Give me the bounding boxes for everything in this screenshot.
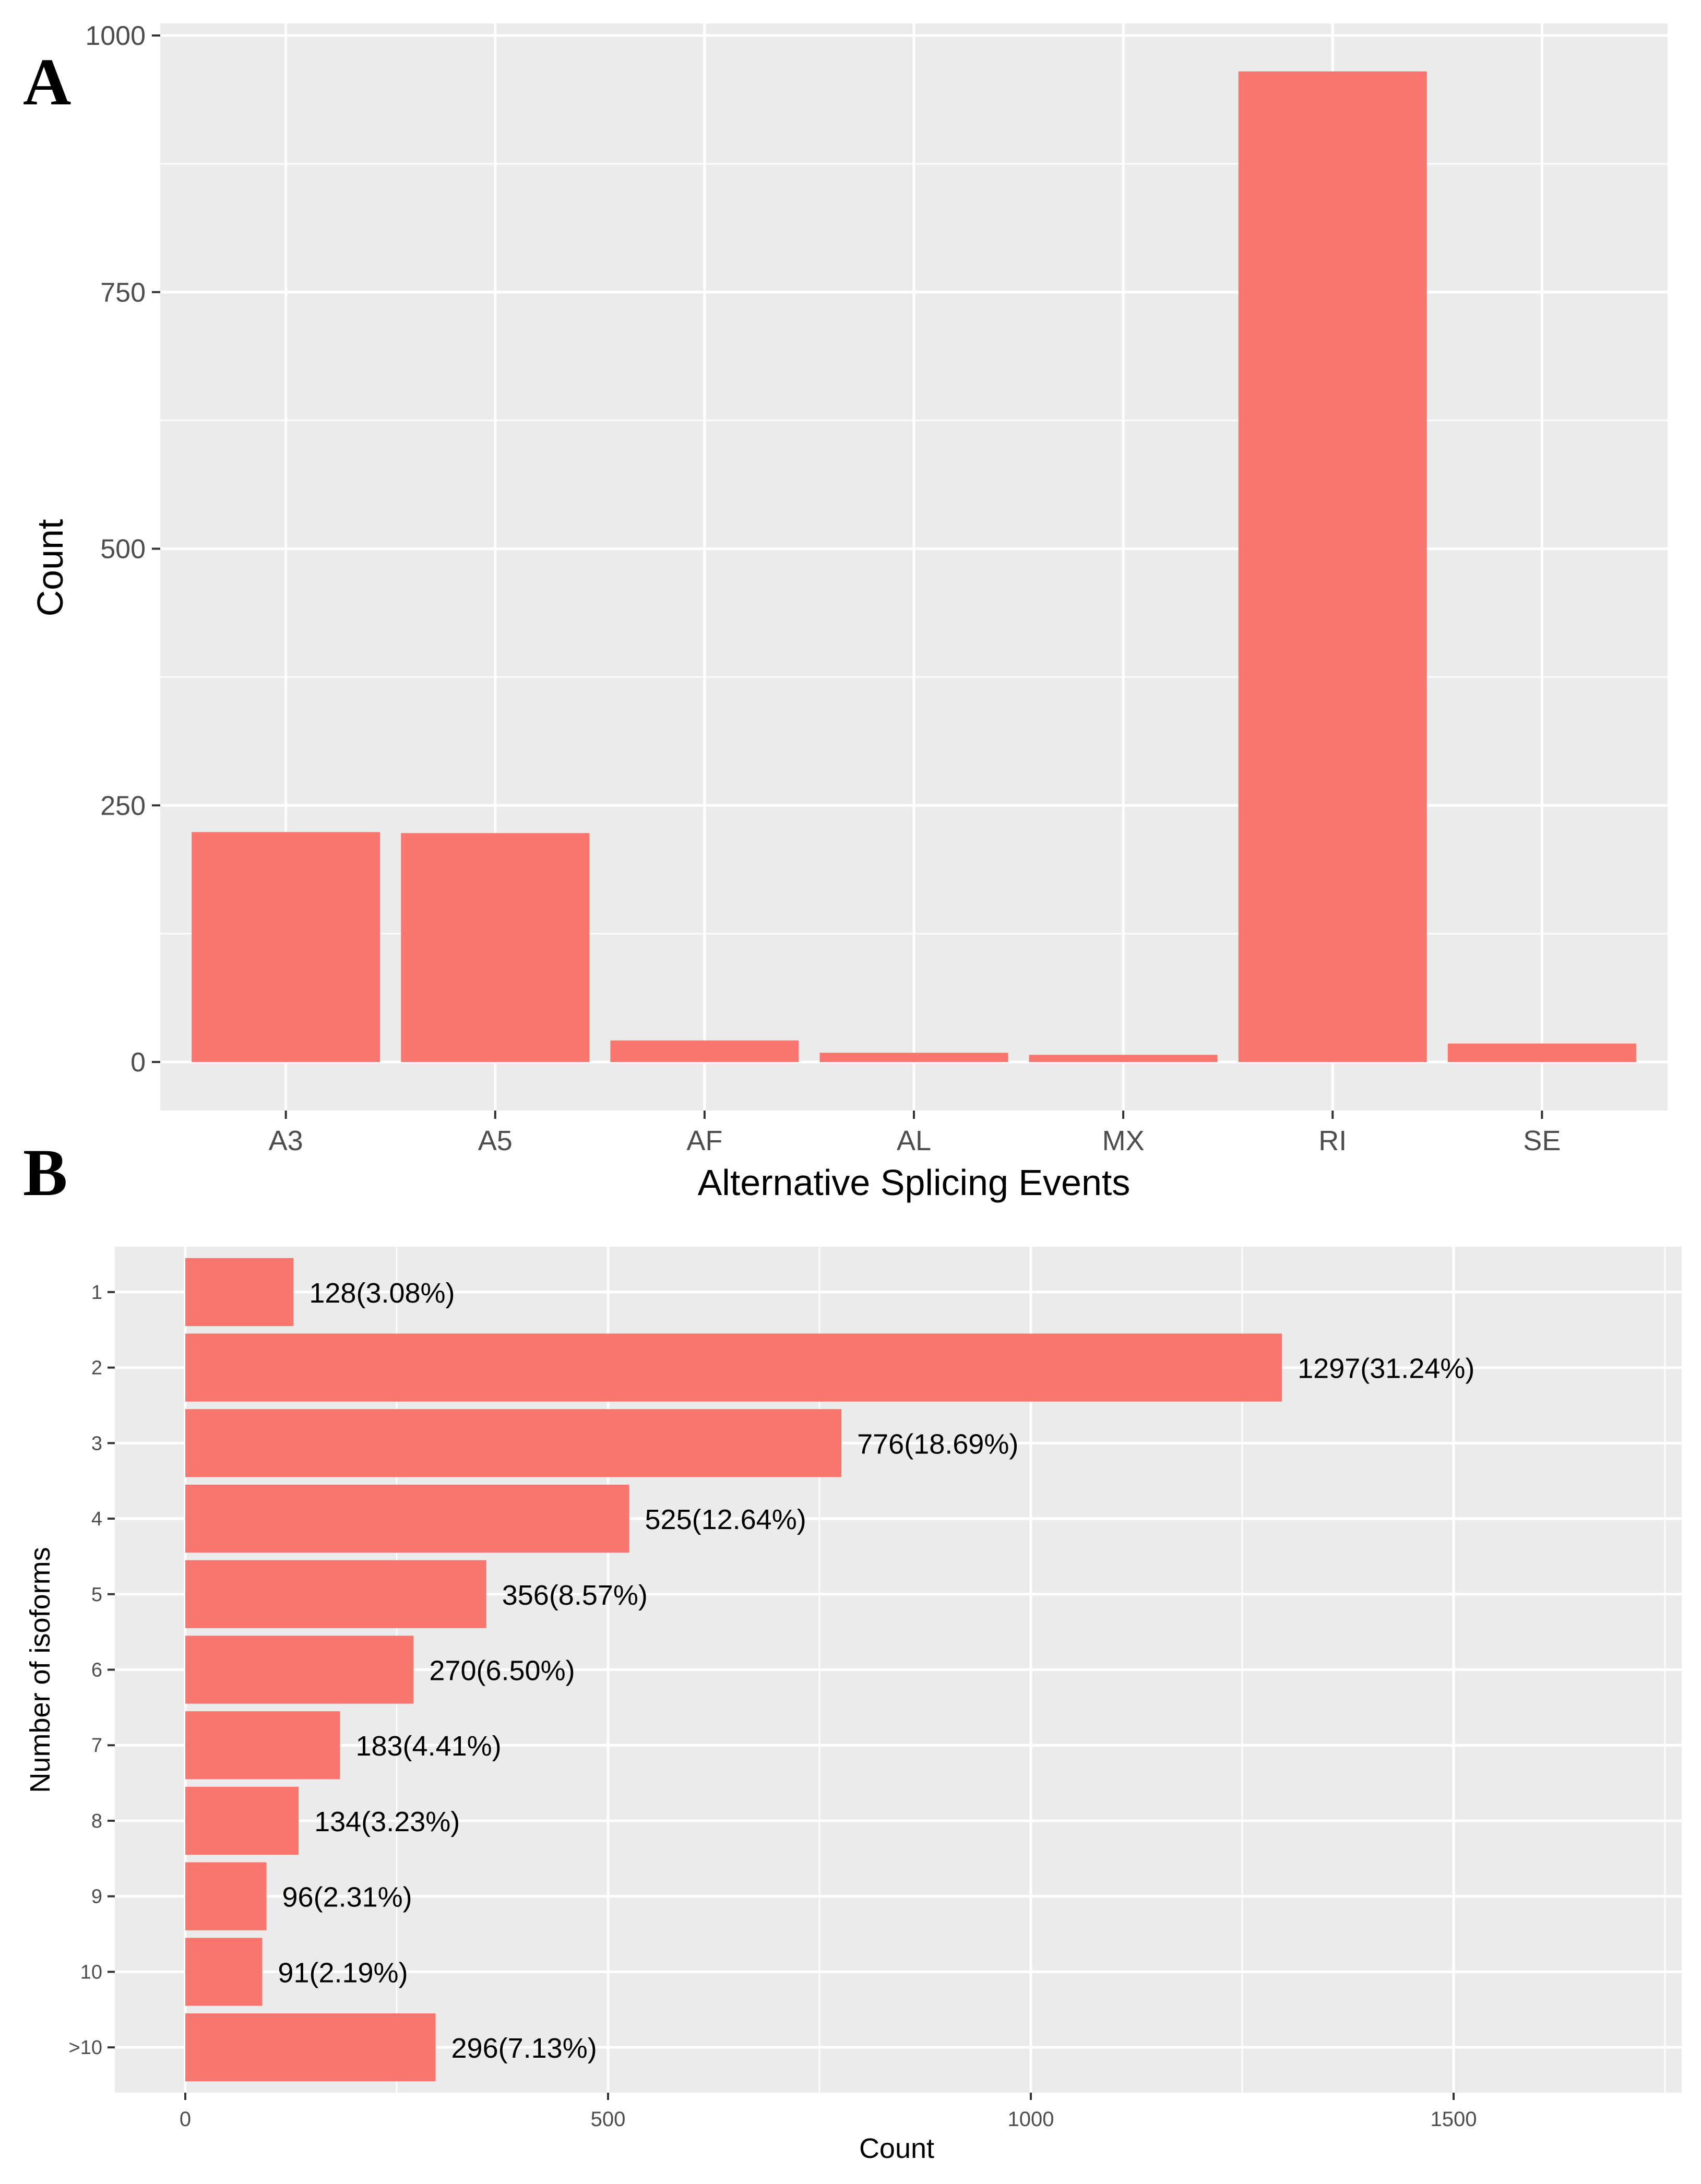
y-tick-label: 6 bbox=[91, 1660, 102, 1681]
panel-a-chart: 0 250 500 750 1000 A3 A5 AF AL MX RI SE A Alternat… bbox=[23, 21, 1668, 1203]
data-label: 270(6.50%) bbox=[429, 1655, 575, 1687]
data-label: 525(12.64%) bbox=[645, 1504, 806, 1535]
panel-a-letter: A bbox=[23, 45, 71, 119]
bar-isoforms-6 bbox=[185, 1636, 414, 1704]
bar-isoforms-10 bbox=[185, 1938, 263, 2006]
x-tick-label-se: SE bbox=[1523, 1125, 1561, 1156]
bar-a5 bbox=[401, 833, 590, 1062]
y-tick-label: 9 bbox=[91, 1886, 102, 1908]
y-tick-label: 1 bbox=[91, 1282, 102, 1304]
panel-a-bars bbox=[192, 71, 1636, 1063]
y-tick-label: 8 bbox=[91, 1810, 102, 1832]
bar-isoforms-7 bbox=[185, 1711, 340, 1780]
y-tick-label: 10 bbox=[80, 1961, 102, 1983]
panel-b-x-axis-title: Count bbox=[859, 2133, 934, 2164]
x-tick-label-af: AF bbox=[686, 1125, 722, 1156]
y-tick-label: 2 bbox=[91, 1357, 102, 1379]
bar-ri bbox=[1238, 71, 1427, 1063]
bar-af bbox=[610, 1040, 799, 1062]
panel-a-x-axis: A3 A5 AF AL MX RI SE bbox=[269, 1111, 1561, 1156]
bar-isoforms-3 bbox=[185, 1409, 842, 1477]
y-tick-label: 750 bbox=[100, 278, 146, 308]
x-tick-label: 500 bbox=[591, 2108, 626, 2131]
y-tick-label: 7 bbox=[91, 1735, 102, 1757]
bar-se bbox=[1447, 1043, 1636, 1062]
bar-isoforms-2 bbox=[185, 1333, 1282, 1402]
bar-isoforms-8 bbox=[185, 1786, 299, 1855]
x-tick-label-a5: A5 bbox=[478, 1125, 513, 1156]
y-tick-label: 5 bbox=[91, 1584, 102, 1606]
panel-b-y-axis-title: Number of isoforms bbox=[25, 1547, 56, 1793]
data-label: 296(7.13%) bbox=[451, 2033, 597, 2064]
panel-b-data-labels: 128(3.08%) 1297(31.24%) 776(18.69%) 525(12.… bbox=[278, 1278, 1474, 2064]
panel-b-y-axis: 1 2 3 4 5 6 7 8 9 10 >10 bbox=[69, 1282, 115, 2059]
bar-isoforms-5 bbox=[185, 1560, 486, 1628]
panel-b-letter: B bbox=[23, 1136, 67, 1210]
x-tick-label: 0 bbox=[180, 2108, 191, 2131]
x-tick-label: 1000 bbox=[1008, 2108, 1054, 2131]
y-tick-label: 250 bbox=[100, 791, 146, 821]
panel-a-y-axis-title: Count bbox=[30, 519, 70, 617]
data-label: 128(3.08%) bbox=[309, 1278, 455, 1309]
x-tick-label-mx: MX bbox=[1102, 1125, 1145, 1156]
bar-isoforms-11 bbox=[185, 2013, 436, 2082]
x-tick-label-al: AL bbox=[897, 1125, 931, 1156]
panel-b-chart: 128(3.08%) 1297(31.24%) 776(18.69%) 525(12.… bbox=[23, 1136, 1682, 2164]
y-tick-label: 0 bbox=[130, 1047, 146, 1078]
x-tick-label-ri: RI bbox=[1318, 1125, 1347, 1156]
y-tick-label: 4 bbox=[91, 1508, 102, 1530]
bar-isoforms-9 bbox=[185, 1862, 267, 1930]
data-label: 183(4.41%) bbox=[355, 1731, 501, 1762]
bar-mx bbox=[1029, 1055, 1218, 1062]
y-tick-label: >10 bbox=[69, 2037, 102, 2059]
y-tick-label: 500 bbox=[100, 534, 146, 565]
bar-al bbox=[819, 1053, 1008, 1062]
x-tick-label-a3: A3 bbox=[269, 1125, 303, 1156]
panel-b-gridlines bbox=[115, 1247, 1682, 2093]
panel-b-x-axis: 0 500 1000 1500 bbox=[180, 2093, 1477, 2131]
data-label: 1297(31.24%) bbox=[1298, 1353, 1474, 1385]
bar-isoforms-1 bbox=[185, 1258, 294, 1326]
data-label: 356(8.57%) bbox=[502, 1580, 648, 1611]
data-label: 91(2.19%) bbox=[278, 1957, 408, 1988]
bar-a3 bbox=[192, 832, 380, 1062]
x-tick-label: 1500 bbox=[1431, 2108, 1477, 2131]
data-label: 134(3.23%) bbox=[314, 1806, 460, 1837]
panel-a-x-axis-title: Alternative Splicing Events bbox=[698, 1162, 1131, 1203]
panel-b-bars bbox=[185, 1258, 1282, 2082]
y-tick-label: 1000 bbox=[85, 21, 146, 51]
panel-a-y-axis: 0 250 500 750 1000 bbox=[85, 21, 160, 1078]
data-label: 96(2.31%) bbox=[282, 1882, 412, 1913]
y-tick-label: 3 bbox=[91, 1433, 102, 1454]
bar-isoforms-4 bbox=[185, 1484, 629, 1553]
data-label: 776(18.69%) bbox=[857, 1428, 1018, 1460]
